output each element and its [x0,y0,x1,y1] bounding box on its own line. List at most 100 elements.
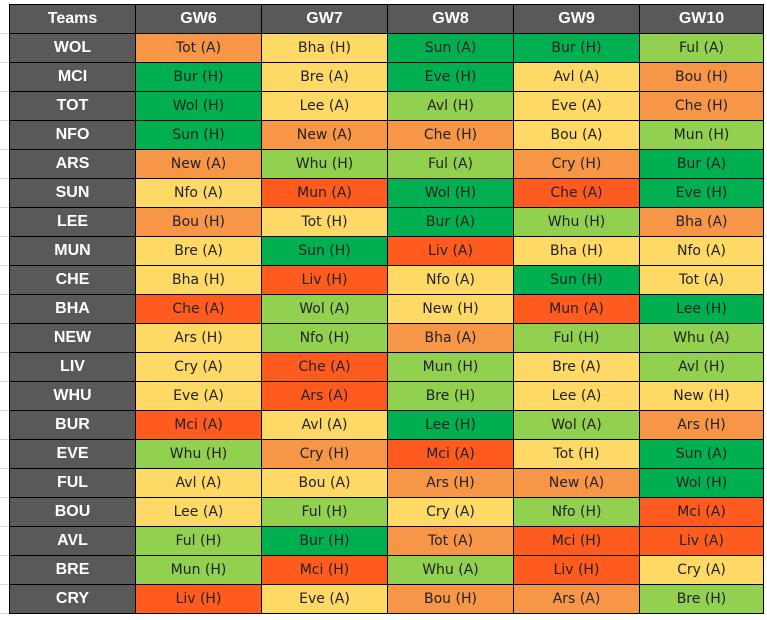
team-cell[interactable]: ARS [9,149,136,179]
team-cell[interactable]: MUN [9,236,136,266]
fixture-cell[interactable]: Tot (A) [387,526,514,556]
fixture-cell[interactable]: Ars (H) [135,323,262,353]
fixture-cell[interactable]: Whu (H) [513,207,640,237]
fixture-cell[interactable]: Bha (A) [387,323,514,353]
fixture-cell[interactable]: New (H) [639,381,764,411]
fixture-cell[interactable]: New (A) [261,120,388,150]
header-gw9[interactable]: GW9 [513,4,640,34]
fixture-cell[interactable]: Liv (A) [639,526,764,556]
fixture-cell[interactable]: Wol (H) [387,178,514,208]
fixture-cell[interactable]: Sun (H) [135,120,262,150]
team-cell[interactable]: LIV [9,352,136,382]
team-cell[interactable]: SUN [9,178,136,208]
fixture-cell[interactable]: Liv (A) [387,236,514,266]
fixture-cell[interactable]: Whu (A) [387,555,514,585]
fixture-cell[interactable]: Avl (A) [135,468,262,498]
fixture-cell[interactable]: Bou (H) [387,584,514,614]
fixture-cell[interactable]: Cry (A) [387,497,514,527]
fixture-cell[interactable]: New (H) [387,294,514,324]
header-gw8[interactable]: GW8 [387,4,514,34]
fixture-cell[interactable]: Bre (H) [639,584,764,614]
fixture-cell[interactable]: Bha (H) [135,265,262,295]
team-cell[interactable]: TOT [9,91,136,121]
fixture-cell[interactable]: Nfo (A) [135,178,262,208]
fixture-cell[interactable]: Lee (H) [639,294,764,324]
team-cell[interactable]: FUL [9,468,136,498]
team-cell[interactable]: WOL [9,33,136,63]
fixture-cell[interactable]: Ars (A) [261,381,388,411]
fixture-cell[interactable]: Avl (H) [387,91,514,121]
header-gw6[interactable]: GW6 [135,4,262,34]
fixture-cell[interactable]: Bha (H) [513,236,640,266]
fixture-cell[interactable]: Ful (A) [639,33,764,63]
fixture-cell[interactable]: Lee (A) [135,497,262,527]
fixture-cell[interactable]: Mci (A) [639,497,764,527]
fixture-cell[interactable]: Whu (H) [135,439,262,469]
fixture-cell[interactable]: Eve (H) [639,178,764,208]
team-cell[interactable]: BHA [9,294,136,324]
fixture-cell[interactable]: Bre (A) [135,236,262,266]
fixture-cell[interactable]: Lee (A) [261,91,388,121]
fixture-cell[interactable]: Bre (A) [513,352,640,382]
fixture-cell[interactable]: Eve (A) [135,381,262,411]
fixture-cell[interactable]: Lee (H) [387,410,514,440]
fixture-cell[interactable]: Che (H) [639,91,764,121]
fixture-cell[interactable]: Cry (H) [513,149,640,179]
fixture-cell[interactable]: Eve (A) [513,91,640,121]
header-teams[interactable]: Teams [9,4,136,34]
team-cell[interactable]: NFO [9,120,136,150]
fixture-cell[interactable]: Bou (A) [261,468,388,498]
team-cell[interactable]: BUR [9,410,136,440]
fixture-cell[interactable]: Bre (H) [387,381,514,411]
fixture-cell[interactable]: Mun (H) [387,352,514,382]
fixture-cell[interactable]: Tot (H) [261,207,388,237]
fixture-cell[interactable]: Bre (A) [261,62,388,92]
fixture-cell[interactable]: Sun (H) [513,265,640,295]
fixture-cell[interactable]: Bur (H) [135,62,262,92]
fixture-cell[interactable]: Bou (A) [513,120,640,150]
team-cell[interactable]: EVE [9,439,136,469]
fixture-cell[interactable]: Bou (H) [639,62,764,92]
fixture-cell[interactable]: Che (A) [261,352,388,382]
fixture-cell[interactable]: Bur (A) [639,149,764,179]
header-gw7[interactable]: GW7 [261,4,388,34]
fixture-cell[interactable]: Mun (A) [261,178,388,208]
fixture-cell[interactable]: Nfo (A) [387,265,514,295]
fixture-cell[interactable]: Liv (H) [135,584,262,614]
team-cell[interactable]: WHU [9,381,136,411]
fixture-cell[interactable]: Avl (A) [261,410,388,440]
fixture-cell[interactable]: New (A) [513,468,640,498]
fixture-cell[interactable]: Mci (H) [513,526,640,556]
fixture-cell[interactable]: Tot (A) [639,265,764,295]
team-cell[interactable]: NEW [9,323,136,353]
fixture-cell[interactable]: Tot (H) [513,439,640,469]
fixture-cell[interactable]: Che (H) [387,120,514,150]
fixture-cell[interactable]: Sun (A) [387,33,514,63]
fixture-cell[interactable]: Mci (H) [261,555,388,585]
fixture-cell[interactable]: Che (A) [513,178,640,208]
fixture-cell[interactable]: Nfo (H) [261,323,388,353]
team-cell[interactable]: BRE [9,555,136,585]
fixture-cell[interactable]: Liv (H) [261,265,388,295]
fixture-cell[interactable]: Wol (A) [261,294,388,324]
fixture-cell[interactable]: Wol (H) [135,91,262,121]
fixture-cell[interactable]: Nfo (A) [639,236,764,266]
fixture-cell[interactable]: Cry (A) [135,352,262,382]
team-cell[interactable]: BOU [9,497,136,527]
fixture-cell[interactable]: Ars (A) [513,584,640,614]
fixture-cell[interactable]: Whu (A) [639,323,764,353]
fixture-cell[interactable]: Sun (A) [639,439,764,469]
fixture-cell[interactable]: Eve (H) [387,62,514,92]
fixture-cell[interactable]: Ful (H) [513,323,640,353]
fixture-cell[interactable]: Ful (H) [135,526,262,556]
fixture-cell[interactable]: Nfo (H) [513,497,640,527]
fixture-cell[interactable]: Avl (A) [513,62,640,92]
fixture-cell[interactable]: Tot (A) [135,33,262,63]
fixture-cell[interactable]: Bur (H) [261,526,388,556]
fixture-cell[interactable]: Mun (H) [135,555,262,585]
fixture-cell[interactable]: Sun (H) [261,236,388,266]
fixture-cell[interactable]: New (A) [135,149,262,179]
fixture-cell[interactable]: Cry (A) [639,555,764,585]
fixture-cell[interactable]: Bou (H) [135,207,262,237]
fixture-cell[interactable]: Whu (H) [261,149,388,179]
